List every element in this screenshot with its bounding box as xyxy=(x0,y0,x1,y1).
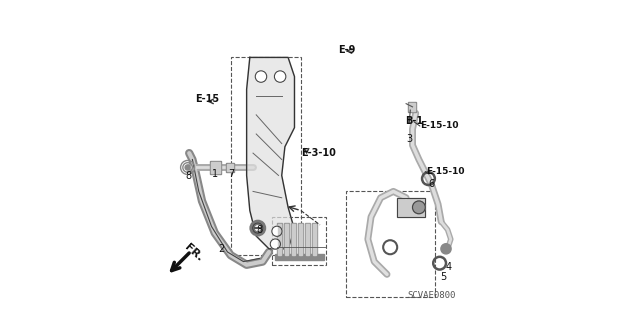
Text: B-1: B-1 xyxy=(405,116,423,126)
Bar xyxy=(306,224,310,255)
Bar xyxy=(305,223,310,255)
Circle shape xyxy=(441,244,451,254)
Circle shape xyxy=(255,71,267,82)
Bar xyxy=(397,198,425,217)
Bar xyxy=(278,224,282,255)
Bar xyxy=(272,217,326,265)
Circle shape xyxy=(253,223,263,233)
Text: SCVAE0800: SCVAE0800 xyxy=(408,291,456,300)
Bar xyxy=(397,198,425,217)
Bar xyxy=(298,223,303,255)
Polygon shape xyxy=(246,57,294,249)
Bar xyxy=(226,163,234,172)
Bar xyxy=(312,223,317,255)
Bar xyxy=(284,223,289,255)
Circle shape xyxy=(275,71,286,82)
Bar xyxy=(230,57,301,255)
Text: 5: 5 xyxy=(440,272,447,282)
Text: E-15-10: E-15-10 xyxy=(426,167,465,176)
Text: 8: 8 xyxy=(186,171,191,181)
Bar xyxy=(277,223,282,255)
Bar xyxy=(275,254,324,260)
Bar xyxy=(346,191,435,297)
Bar xyxy=(409,103,415,111)
Circle shape xyxy=(185,165,190,170)
Text: FR.: FR. xyxy=(182,242,204,263)
Text: 4: 4 xyxy=(446,262,452,271)
Text: 7: 7 xyxy=(228,169,234,179)
Bar xyxy=(211,162,220,173)
Text: 6: 6 xyxy=(428,179,435,189)
Text: 2: 2 xyxy=(218,244,225,254)
Text: 1: 1 xyxy=(212,169,218,179)
Bar xyxy=(292,224,296,255)
Bar xyxy=(210,161,221,174)
Circle shape xyxy=(413,201,425,214)
Circle shape xyxy=(270,239,280,249)
Bar xyxy=(299,224,303,255)
Text: E-15: E-15 xyxy=(195,94,219,104)
Text: 3: 3 xyxy=(406,134,412,144)
Text: E-9: E-9 xyxy=(338,45,355,55)
Text: 8: 8 xyxy=(256,225,262,235)
Bar xyxy=(408,102,416,112)
Bar xyxy=(227,164,233,171)
Bar xyxy=(285,224,289,255)
Bar xyxy=(291,223,296,255)
Text: E-15-10: E-15-10 xyxy=(420,121,459,130)
Bar xyxy=(313,224,317,255)
Circle shape xyxy=(272,226,282,236)
Text: E-3-10: E-3-10 xyxy=(301,148,336,158)
